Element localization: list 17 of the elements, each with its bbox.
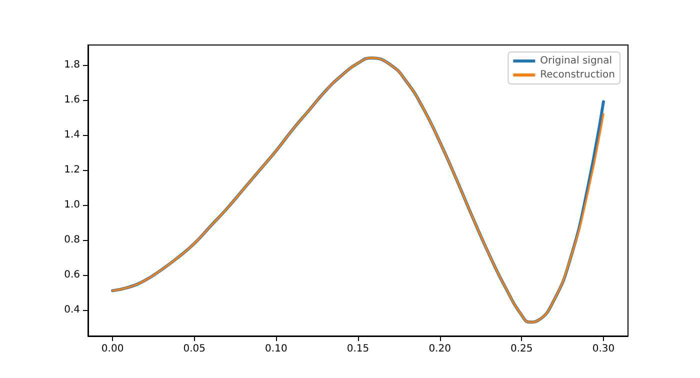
y-tick-label: 0.4 <box>64 304 80 316</box>
x-tick-label: 0.25 <box>510 344 533 354</box>
x-tick-label: 0.15 <box>346 344 370 354</box>
x-tick-label: 0.30 <box>592 344 615 354</box>
y-tick-label: 1.6 <box>64 94 80 106</box>
y-tick-label: 1.0 <box>64 199 80 210</box>
legend-label: Reconstruction <box>540 70 616 80</box>
y-tick-label: 1.8 <box>64 59 80 70</box>
x-tick-label: 0.00 <box>101 344 124 354</box>
x-tick-label: 0.20 <box>428 344 451 354</box>
x-tick-label: 0.05 <box>183 344 206 354</box>
x-tick-label: 0.10 <box>265 344 288 354</box>
y-tick-label: 1.2 <box>64 164 80 176</box>
y-tick-label: 0.6 <box>64 269 80 280</box>
y-tick-label: 1.4 <box>64 129 80 140</box>
legend-label: Original signal <box>540 56 612 66</box>
y-tick-label: 0.8 <box>64 234 80 246</box>
